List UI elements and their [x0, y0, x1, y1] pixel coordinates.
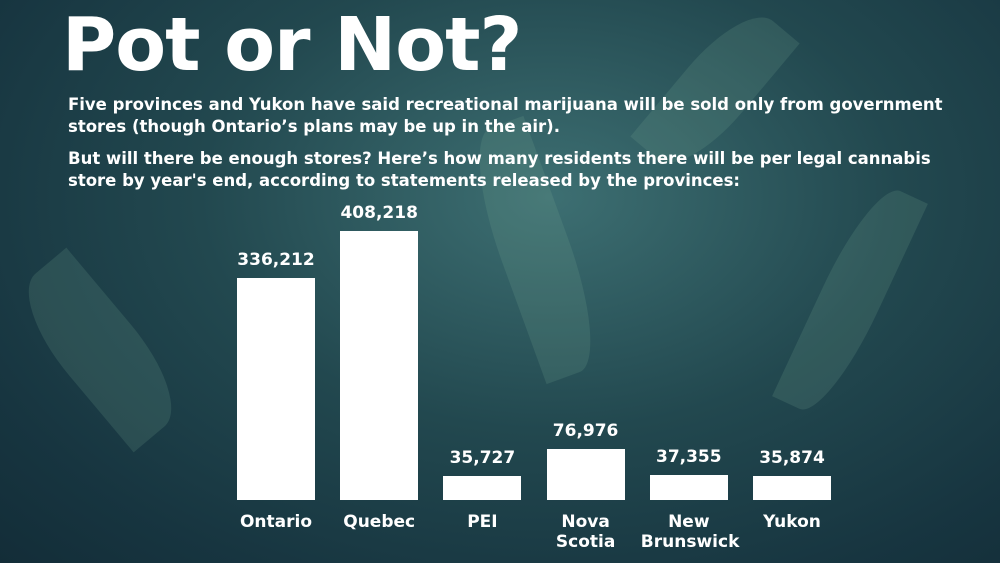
chart-title: Pot or Not? — [62, 2, 522, 88]
value-label: 408,218 — [340, 203, 418, 223]
subtitle: But will there be enough stores? Here’s … — [68, 149, 931, 190]
bar — [649, 475, 728, 500]
bar — [753, 476, 831, 500]
background-leaf — [772, 178, 928, 422]
background-leaf — [5, 247, 195, 453]
value-label: 35,727 — [449, 448, 516, 469]
value-label: 35,874 — [759, 448, 825, 469]
value-label: 336,212 — [237, 250, 315, 271]
bar — [340, 231, 419, 500]
value-label: 76,976 — [552, 421, 619, 442]
x-tick-label: Ontario — [239, 512, 313, 532]
x-tick-label: Nova Scotia — [555, 512, 616, 552]
x-tick-label: Yukon — [763, 512, 821, 532]
bar — [237, 278, 315, 500]
bar — [546, 449, 625, 500]
subtitle: Five provinces and Yukon have said recre… — [68, 95, 943, 136]
x-tick-label: Quebec — [343, 512, 416, 532]
x-tick-label: PEI — [467, 512, 498, 532]
bar — [443, 476, 522, 500]
value-label: 37,355 — [655, 447, 722, 468]
x-tick-label: New Brunswick — [640, 512, 740, 552]
